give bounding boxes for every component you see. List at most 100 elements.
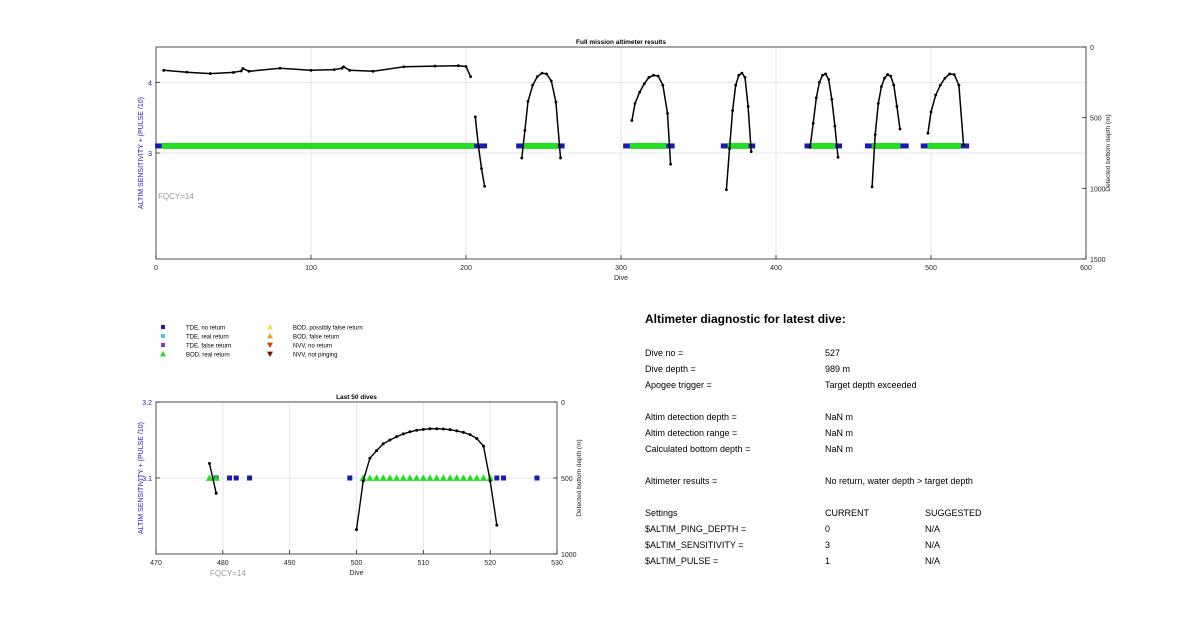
depth-point xyxy=(361,479,365,483)
y-axis-label: ALTIM SENSITIVITY + (PULSE /10) xyxy=(138,422,145,534)
depth-point xyxy=(428,427,432,431)
legend-label: NVV, no return xyxy=(293,344,332,350)
diag-row-calculated-bottom-depth: Calculated bottom depth = NaN m xyxy=(645,444,1165,458)
depth-point xyxy=(870,185,874,189)
depth-point xyxy=(402,65,406,69)
legend-label: TDE, false return xyxy=(186,344,231,350)
depth-point xyxy=(381,442,385,446)
bod-real-return-marker-band xyxy=(727,142,749,149)
depth-point xyxy=(464,65,468,68)
legend-label: BOD, real return xyxy=(186,353,230,359)
depth-point xyxy=(883,76,886,80)
depth-point xyxy=(647,75,651,79)
legend-label: TDE, real return xyxy=(186,335,229,341)
depth-point xyxy=(549,79,553,83)
setting-name: $ALTIM_PING_DEPTH = xyxy=(645,524,747,534)
depth-point xyxy=(495,523,499,527)
chart-title: Last 50 dives xyxy=(336,394,377,401)
depth-point xyxy=(368,456,372,460)
y2-tick-label: 1500 xyxy=(1090,257,1106,264)
bod-real-return-marker xyxy=(205,474,214,481)
bod-real-return-marker-band xyxy=(871,142,901,149)
x-tick-label: 100 xyxy=(305,265,317,272)
x-tick-label: 520 xyxy=(484,560,496,567)
depth-point xyxy=(375,449,379,453)
depth-point xyxy=(633,102,637,105)
depth-point xyxy=(740,71,744,75)
depth-point xyxy=(469,75,473,79)
setting-suggested: N/A xyxy=(925,556,941,566)
x-tick-label: 200 xyxy=(460,265,472,272)
depth-point xyxy=(892,83,896,87)
tde-no-return-marker xyxy=(233,475,239,481)
x-tick-label: 400 xyxy=(770,265,782,272)
depth-point xyxy=(943,76,947,80)
legend-triangle-down-icon xyxy=(267,351,273,357)
fqcy-annotation: FQCY=14 xyxy=(210,569,246,578)
depth-point xyxy=(929,110,933,114)
y2-tick-label: 500 xyxy=(1090,116,1102,123)
depth-point xyxy=(833,124,837,128)
depth-point xyxy=(433,64,437,68)
depth-point xyxy=(952,73,956,76)
depth-point xyxy=(827,78,831,81)
bod-real-return-marker xyxy=(453,474,461,481)
depth-point xyxy=(559,156,562,160)
depth-point xyxy=(957,83,961,87)
x-axis-label: Dive xyxy=(614,275,628,282)
depth-point xyxy=(185,70,189,74)
tde-no-return-marker xyxy=(227,475,233,481)
depth-point xyxy=(889,74,893,78)
legend-triangle-down-icon xyxy=(267,342,273,348)
depth-point xyxy=(731,109,734,112)
x-tick-label: 490 xyxy=(284,560,296,567)
diag-label: Apogee trigger = xyxy=(645,380,712,390)
legend-triangle-up-icon xyxy=(160,351,166,357)
depth-point xyxy=(371,69,375,73)
settings-header-suggested: SUGGESTED xyxy=(925,508,982,518)
diag-row-apogee-trigger: Apogee trigger = Target depth exceeded xyxy=(645,380,1165,394)
x-tick-label: 0 xyxy=(154,265,158,272)
bod-real-return-marker xyxy=(479,474,488,481)
depth-point xyxy=(455,429,459,433)
depth-point xyxy=(895,104,899,108)
setting-current: 1 xyxy=(825,556,831,566)
legend-label: TDE, no return xyxy=(186,326,225,332)
depth-point xyxy=(523,128,527,132)
x-tick-label: 300 xyxy=(615,265,627,272)
bod-real-return-marker xyxy=(393,474,401,481)
depth-point xyxy=(661,83,665,87)
tde-no-return-marker xyxy=(347,475,353,481)
depth-point xyxy=(948,72,951,76)
depth-point xyxy=(207,462,211,466)
depth-point xyxy=(830,97,834,101)
depth-point xyxy=(247,69,251,73)
depth-point xyxy=(926,131,930,135)
y-axis-label: ALTIM SENSITIVITY + (PULSE /10) xyxy=(138,97,145,209)
depth-point xyxy=(535,75,539,79)
bod-real-return-marker-band xyxy=(522,142,558,149)
depth-point xyxy=(749,150,753,153)
depth-series-line xyxy=(163,64,472,78)
x-tick-label: 480 xyxy=(217,560,229,567)
depth-point xyxy=(475,436,479,440)
x-tick-label: 470 xyxy=(150,560,162,567)
depth-point xyxy=(526,100,530,103)
diag-value: 527 xyxy=(825,348,841,358)
bod-real-return-marker-band xyxy=(161,142,475,149)
setting-name: $ALTIM_PULSE = xyxy=(645,556,719,566)
legend-label: BOD, possibly false return xyxy=(293,326,363,332)
depth-series-line xyxy=(521,72,562,158)
legend-square-icon xyxy=(161,325,165,329)
depth-point xyxy=(348,68,352,72)
depth-point xyxy=(435,427,439,431)
depth-point xyxy=(818,80,821,84)
diagnostic-title: Altimeter diagnostic for latest dive: xyxy=(645,312,846,326)
y-tick-label: 3.1 xyxy=(142,476,152,483)
y2-tick-label: 1000 xyxy=(561,552,577,559)
diag-label: Altimeter results = xyxy=(645,476,718,486)
y-tick-label: 4 xyxy=(148,80,152,87)
depth-point xyxy=(737,73,741,77)
setting-suggested: N/A xyxy=(925,540,941,550)
